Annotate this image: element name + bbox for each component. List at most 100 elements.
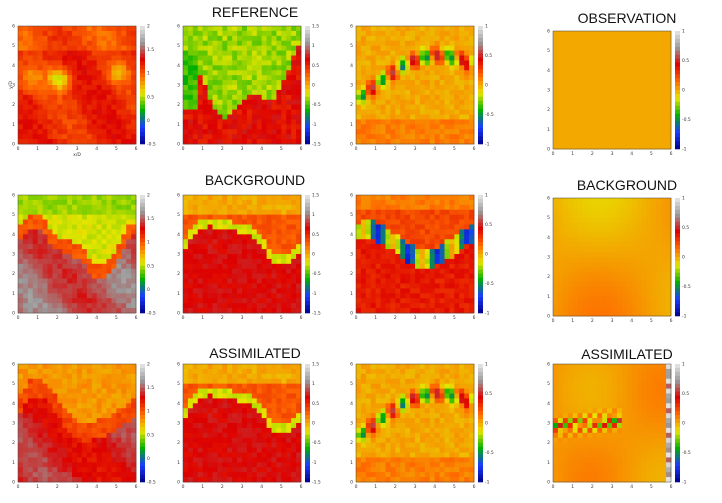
heatmap-cell <box>469 94 475 101</box>
heatmap-cell <box>286 288 292 294</box>
heatmap-cell <box>385 55 391 61</box>
heatmap-cell <box>251 234 258 240</box>
heatmap-cell <box>27 55 34 61</box>
heatmap-cell <box>37 199 43 206</box>
colorbar-segment <box>140 61 145 66</box>
heatmap-cell <box>602 139 608 145</box>
heatmap-cell <box>651 55 657 61</box>
heatmap-cell <box>67 298 73 304</box>
heatmap-cell <box>62 249 68 255</box>
heatmap-cell <box>577 237 583 243</box>
heatmap-cell <box>222 239 228 245</box>
heatmap-cell <box>424 224 431 230</box>
heatmap-cell <box>67 104 73 110</box>
heatmap-cell <box>415 134 421 140</box>
heatmap-cell <box>67 134 73 140</box>
heatmap-cell <box>449 89 455 96</box>
heatmap-cell <box>405 99 411 106</box>
heatmap-cell <box>202 85 208 91</box>
heatmap-cell <box>57 234 63 240</box>
heatmap-cell <box>616 266 623 273</box>
heatmap-cell <box>217 85 223 91</box>
heatmap-cell <box>454 104 460 110</box>
heatmap-cell <box>365 65 372 71</box>
heatmap-cell <box>192 249 199 255</box>
heatmap-cell <box>281 104 287 110</box>
heatmap-cell <box>212 40 218 47</box>
heatmap-cell <box>459 65 465 71</box>
heatmap-cell <box>131 303 137 309</box>
heatmap-cell <box>567 31 574 37</box>
heatmap-cell <box>375 293 381 299</box>
heatmap-cell <box>57 139 63 145</box>
colorbar-segment <box>478 281 483 286</box>
heatmap-cell <box>562 212 569 219</box>
heatmap-cell <box>646 301 652 307</box>
heatmap-cell <box>131 209 137 216</box>
heatmap-cell <box>77 219 83 225</box>
heatmap-cell <box>469 273 475 279</box>
heatmap-cell <box>582 85 588 91</box>
heatmap-cell <box>291 129 297 135</box>
heatmap-cell <box>116 45 122 51</box>
heatmap-cell <box>32 124 39 130</box>
heatmap-cell <box>607 252 613 258</box>
heatmap-cell <box>217 40 223 47</box>
heatmap-cell <box>553 252 559 258</box>
colorbar-segment <box>140 112 145 117</box>
heatmap-cell <box>57 60 63 66</box>
heatmap-cell <box>266 99 272 106</box>
heatmap-cell <box>557 80 564 86</box>
heatmap-cell <box>597 139 603 145</box>
heatmap-cell <box>365 278 372 284</box>
heatmap-cell <box>656 247 662 253</box>
heatmap-cell <box>661 35 667 42</box>
heatmap-cell <box>187 35 194 42</box>
heatmap-cell <box>222 109 228 115</box>
heatmap-cell <box>375 254 381 260</box>
heatmap-cell <box>375 288 381 294</box>
y-tick-label: 1 <box>547 127 550 133</box>
heatmap-cell <box>121 214 127 220</box>
heatmap-cell <box>111 263 117 270</box>
heatmap-cell <box>86 224 93 230</box>
heatmap-cell <box>296 104 302 110</box>
heatmap-cell <box>197 229 204 235</box>
heatmap-cell <box>106 129 112 135</box>
heatmap-cell <box>454 308 460 314</box>
heatmap-cell <box>405 283 411 289</box>
heatmap-cell <box>616 217 623 223</box>
heatmap-cell <box>454 244 460 250</box>
heatmap-cell <box>27 249 34 255</box>
heatmap-cell <box>271 109 277 115</box>
heatmap-cell <box>281 273 287 279</box>
heatmap-cell <box>91 40 98 47</box>
heatmap-cell <box>567 139 574 145</box>
heatmap-cell <box>557 70 564 76</box>
heatmap-cell <box>246 219 253 225</box>
heatmap-cell <box>251 65 258 71</box>
heatmap-cell <box>469 263 475 270</box>
heatmap-cell <box>439 278 445 284</box>
heatmap-cell <box>121 234 127 240</box>
heatmap-cell <box>42 224 48 230</box>
heatmap-cell <box>116 26 122 32</box>
heatmap-cell <box>22 273 29 279</box>
heatmap-cell <box>42 75 48 81</box>
heatmap-cell <box>400 114 406 120</box>
plot-frame <box>17 25 137 145</box>
heatmap-cell <box>410 293 416 299</box>
heatmap-cell <box>276 85 282 91</box>
heatmap-cell <box>106 99 112 106</box>
heatmap-cell <box>276 55 282 61</box>
heatmap-cell <box>419 293 426 299</box>
heatmap-cell <box>385 303 391 309</box>
heatmap-cell <box>459 303 465 309</box>
heatmap-cell <box>52 85 58 91</box>
heatmap-cell <box>187 278 194 284</box>
heatmap-cell <box>242 55 248 61</box>
heatmap-cell <box>356 199 362 206</box>
heatmap-cell <box>636 119 642 125</box>
heatmap-cell <box>296 89 302 96</box>
colorbar-segment <box>478 273 483 278</box>
